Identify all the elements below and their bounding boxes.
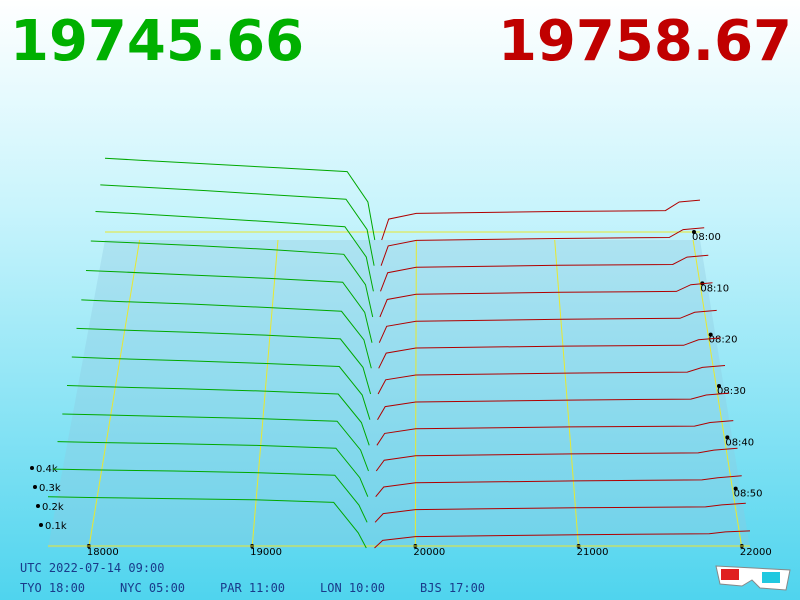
bid-depth-line bbox=[71, 356, 371, 420]
bid-depth-line bbox=[62, 413, 369, 472]
grid-line bbox=[88, 239, 141, 549]
grid-line bbox=[554, 239, 580, 549]
x-tick-label: 21000 bbox=[577, 547, 609, 558]
ask-depth-line bbox=[375, 475, 742, 498]
z-tick bbox=[30, 466, 34, 470]
utc-time: UTC 2022-07-14 09:00 bbox=[20, 561, 165, 575]
bid-depth-line bbox=[85, 270, 373, 343]
ask-depth-line bbox=[379, 282, 713, 318]
x-tick-label: 18000 bbox=[87, 547, 119, 558]
zone-time: BJS 17:00 bbox=[420, 581, 485, 595]
time-label: 08:10 bbox=[700, 283, 729, 294]
time-label: 08:40 bbox=[725, 437, 754, 448]
glasses-icon bbox=[715, 565, 791, 591]
time-label: 08:30 bbox=[717, 386, 746, 397]
z-tick-label: 0.3k bbox=[39, 483, 61, 494]
ask-depth-line bbox=[378, 309, 717, 343]
bid-depth-line bbox=[95, 211, 374, 292]
ask-depth-line bbox=[376, 420, 734, 446]
grid-line bbox=[251, 239, 279, 549]
ask-depth-line bbox=[378, 337, 721, 369]
ask-depth-line bbox=[380, 254, 709, 292]
time-tick bbox=[717, 384, 721, 388]
bid-depth-line bbox=[100, 184, 375, 266]
zone-time: TYO 18:00 bbox=[20, 581, 85, 595]
x-tick-label: 22000 bbox=[740, 547, 772, 558]
zone-time: PAR 11:00 bbox=[220, 581, 285, 595]
zone-time: LON 10:00 bbox=[320, 581, 385, 595]
bid-depth-line bbox=[90, 240, 374, 318]
x-tick-label: 20000 bbox=[413, 547, 445, 558]
grid-line bbox=[414, 239, 417, 549]
x-tick-label: 19000 bbox=[250, 547, 282, 558]
ask-depth-line bbox=[375, 447, 738, 472]
time-tick bbox=[733, 486, 738, 491]
z-tick bbox=[36, 504, 40, 508]
ask-depth-line bbox=[380, 227, 705, 266]
ask-depth-line bbox=[377, 365, 726, 395]
bid-depth-line bbox=[81, 299, 372, 369]
floor bbox=[48, 240, 750, 548]
ask-depth-line bbox=[374, 502, 746, 523]
time-tick bbox=[692, 230, 696, 234]
ask-price: 19758.67 bbox=[498, 9, 792, 74]
time-tick bbox=[708, 332, 713, 337]
ask-depth-line bbox=[374, 530, 751, 549]
z-tick bbox=[33, 485, 37, 489]
bid-depth-line bbox=[76, 327, 372, 395]
bid-depth-line bbox=[52, 468, 368, 523]
time-label: 08:20 bbox=[709, 335, 738, 346]
time-zones: TYO 18:00 NYC 05:00 PAR 11:00 LON 10:00 BJS … bbox=[20, 581, 485, 595]
bid-price: 19745.66 bbox=[10, 9, 304, 74]
bid-depth-line bbox=[47, 496, 367, 549]
bid-depth-line bbox=[104, 157, 376, 241]
ask-depth-line bbox=[381, 199, 701, 241]
zone-time: NYC 05:00 bbox=[120, 581, 185, 595]
time-tick bbox=[725, 435, 730, 440]
z-tick-label: 0.1k bbox=[45, 521, 67, 532]
time-label: 08:50 bbox=[734, 489, 763, 500]
z-tick-label: 0.2k bbox=[42, 502, 64, 513]
bid-depth-line bbox=[57, 441, 369, 497]
z-tick bbox=[39, 523, 43, 527]
ask-depth-line bbox=[377, 392, 730, 420]
plot: 18000 19000 20000 21000 22000 0.1k 0.2k 0.3k 0.4… bbox=[30, 157, 772, 558]
z-tick-label: 0.4k bbox=[36, 464, 58, 475]
time-label: 08:00 bbox=[692, 232, 721, 243]
bid-depth-line bbox=[66, 385, 370, 446]
